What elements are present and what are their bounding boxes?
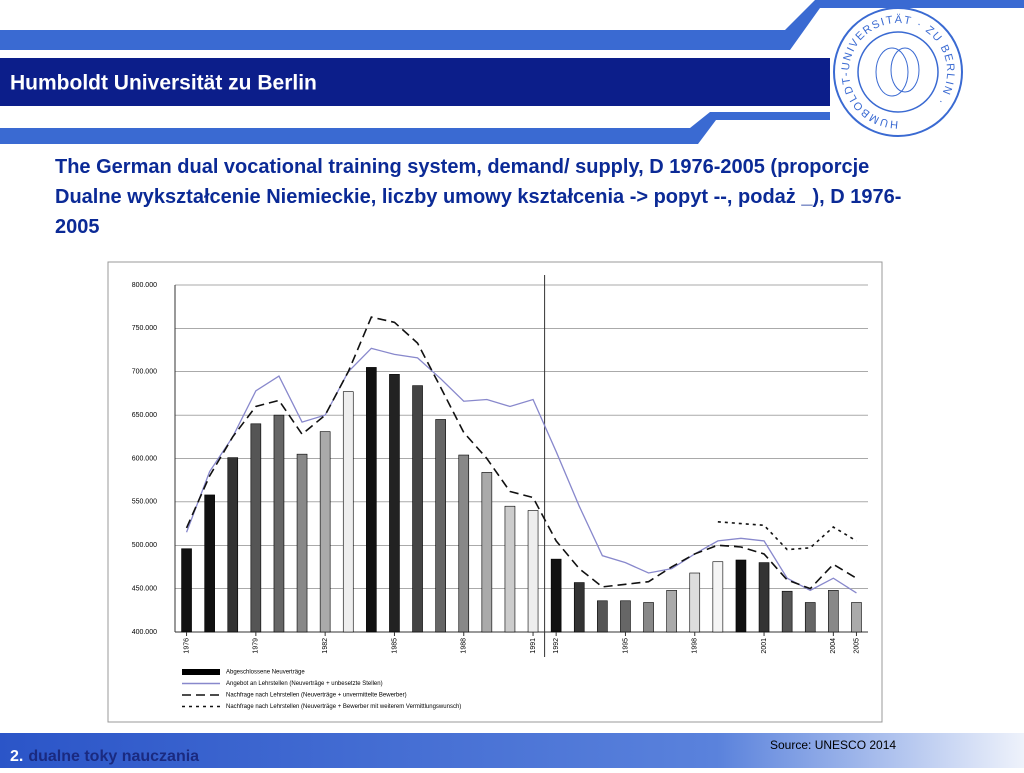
chart: 400.000 450.000 500.000 550.000 600.000 650.0… [132, 275, 868, 710]
bar [296, 453, 308, 633]
x-tick-label: 1985 [391, 638, 398, 654]
bar [227, 457, 239, 633]
bar [643, 602, 654, 633]
bar [804, 602, 816, 633]
footer-text: dualne toky nauczania [28, 748, 199, 765]
y-tick-label: 650.000 [132, 412, 157, 419]
bar [204, 494, 215, 633]
x-tick-label: 1988 [461, 638, 468, 654]
bar [689, 572, 701, 633]
x-tick-label: 1998 [692, 638, 699, 654]
slide-title: The German dual vocational training syst… [55, 156, 902, 238]
line [185, 316, 857, 590]
bar [319, 431, 331, 633]
x-tick-label: 2005 [853, 638, 860, 654]
y-tick-label: 500.000 [132, 542, 157, 549]
bar [620, 600, 631, 633]
bar [458, 454, 470, 633]
y-tick-label: 450.000 [132, 585, 157, 592]
bar [781, 590, 793, 633]
footer: 2. dualne toky nauczania [10, 748, 199, 765]
y-tick-label: 600.000 [132, 455, 157, 462]
logo: HUMBOLDT-UNIVERSITÄT · ZU BERLIN · [833, 7, 963, 137]
x-tick-label: 1991 [530, 638, 537, 654]
bar [851, 602, 862, 633]
x-tick-label: 1982 [322, 638, 329, 654]
y-tick-label: 700.000 [132, 369, 157, 376]
bar [342, 391, 354, 633]
y-tick-label: 550.000 [132, 499, 157, 506]
legend-label: Angebot an Lehrstellen (Neuverträge + un… [226, 681, 383, 687]
bar [597, 600, 608, 633]
y-tick-label: 400.000 [132, 629, 157, 636]
header-title: Humboldt Universität zu Berlin [10, 72, 317, 95]
bar [412, 385, 423, 633]
legend-label: Abgeschlossene Neuverträge [226, 670, 305, 676]
bar [481, 472, 493, 633]
bar [666, 590, 677, 633]
line [185, 347, 857, 594]
line [717, 521, 857, 551]
x-tick-label: 1995 [622, 638, 629, 654]
bar [250, 423, 262, 633]
bar [181, 548, 192, 633]
bar [389, 374, 400, 633]
header-band [0, 58, 830, 106]
title-box: The German dual vocational training syst… [55, 156, 902, 238]
source: Source: UNESCO 2014 [770, 738, 896, 752]
bar [758, 562, 770, 633]
bar [527, 510, 539, 633]
legend-label: Nachfrage nach Lehrstellen (Neuverträge … [226, 693, 407, 699]
y-tick-label: 750.000 [132, 325, 157, 332]
header-stripe [0, 0, 1024, 50]
bar [435, 419, 446, 633]
x-tick-label: 1979 [253, 638, 260, 654]
header-stripe-lower [0, 112, 830, 144]
legend-swatch [182, 669, 220, 675]
footer-number: 2. [10, 748, 23, 765]
bar [735, 559, 747, 633]
bar [550, 558, 562, 633]
x-tick-label: 2001 [761, 638, 768, 654]
bar [573, 582, 585, 633]
x-tick-label: 2004 [830, 638, 837, 654]
bar [828, 590, 839, 633]
footer-band [0, 733, 1024, 768]
bar [504, 505, 516, 633]
bar [366, 367, 377, 633]
x-tick-label: 1976 [183, 638, 190, 654]
y-tick-label: 800.000 [132, 282, 157, 289]
bar [712, 561, 724, 633]
legend-label: Nachfrage nach Lehrstellen (Neuverträge … [226, 704, 461, 710]
bar [273, 414, 285, 633]
x-tick-label: 1992 [553, 638, 560, 654]
